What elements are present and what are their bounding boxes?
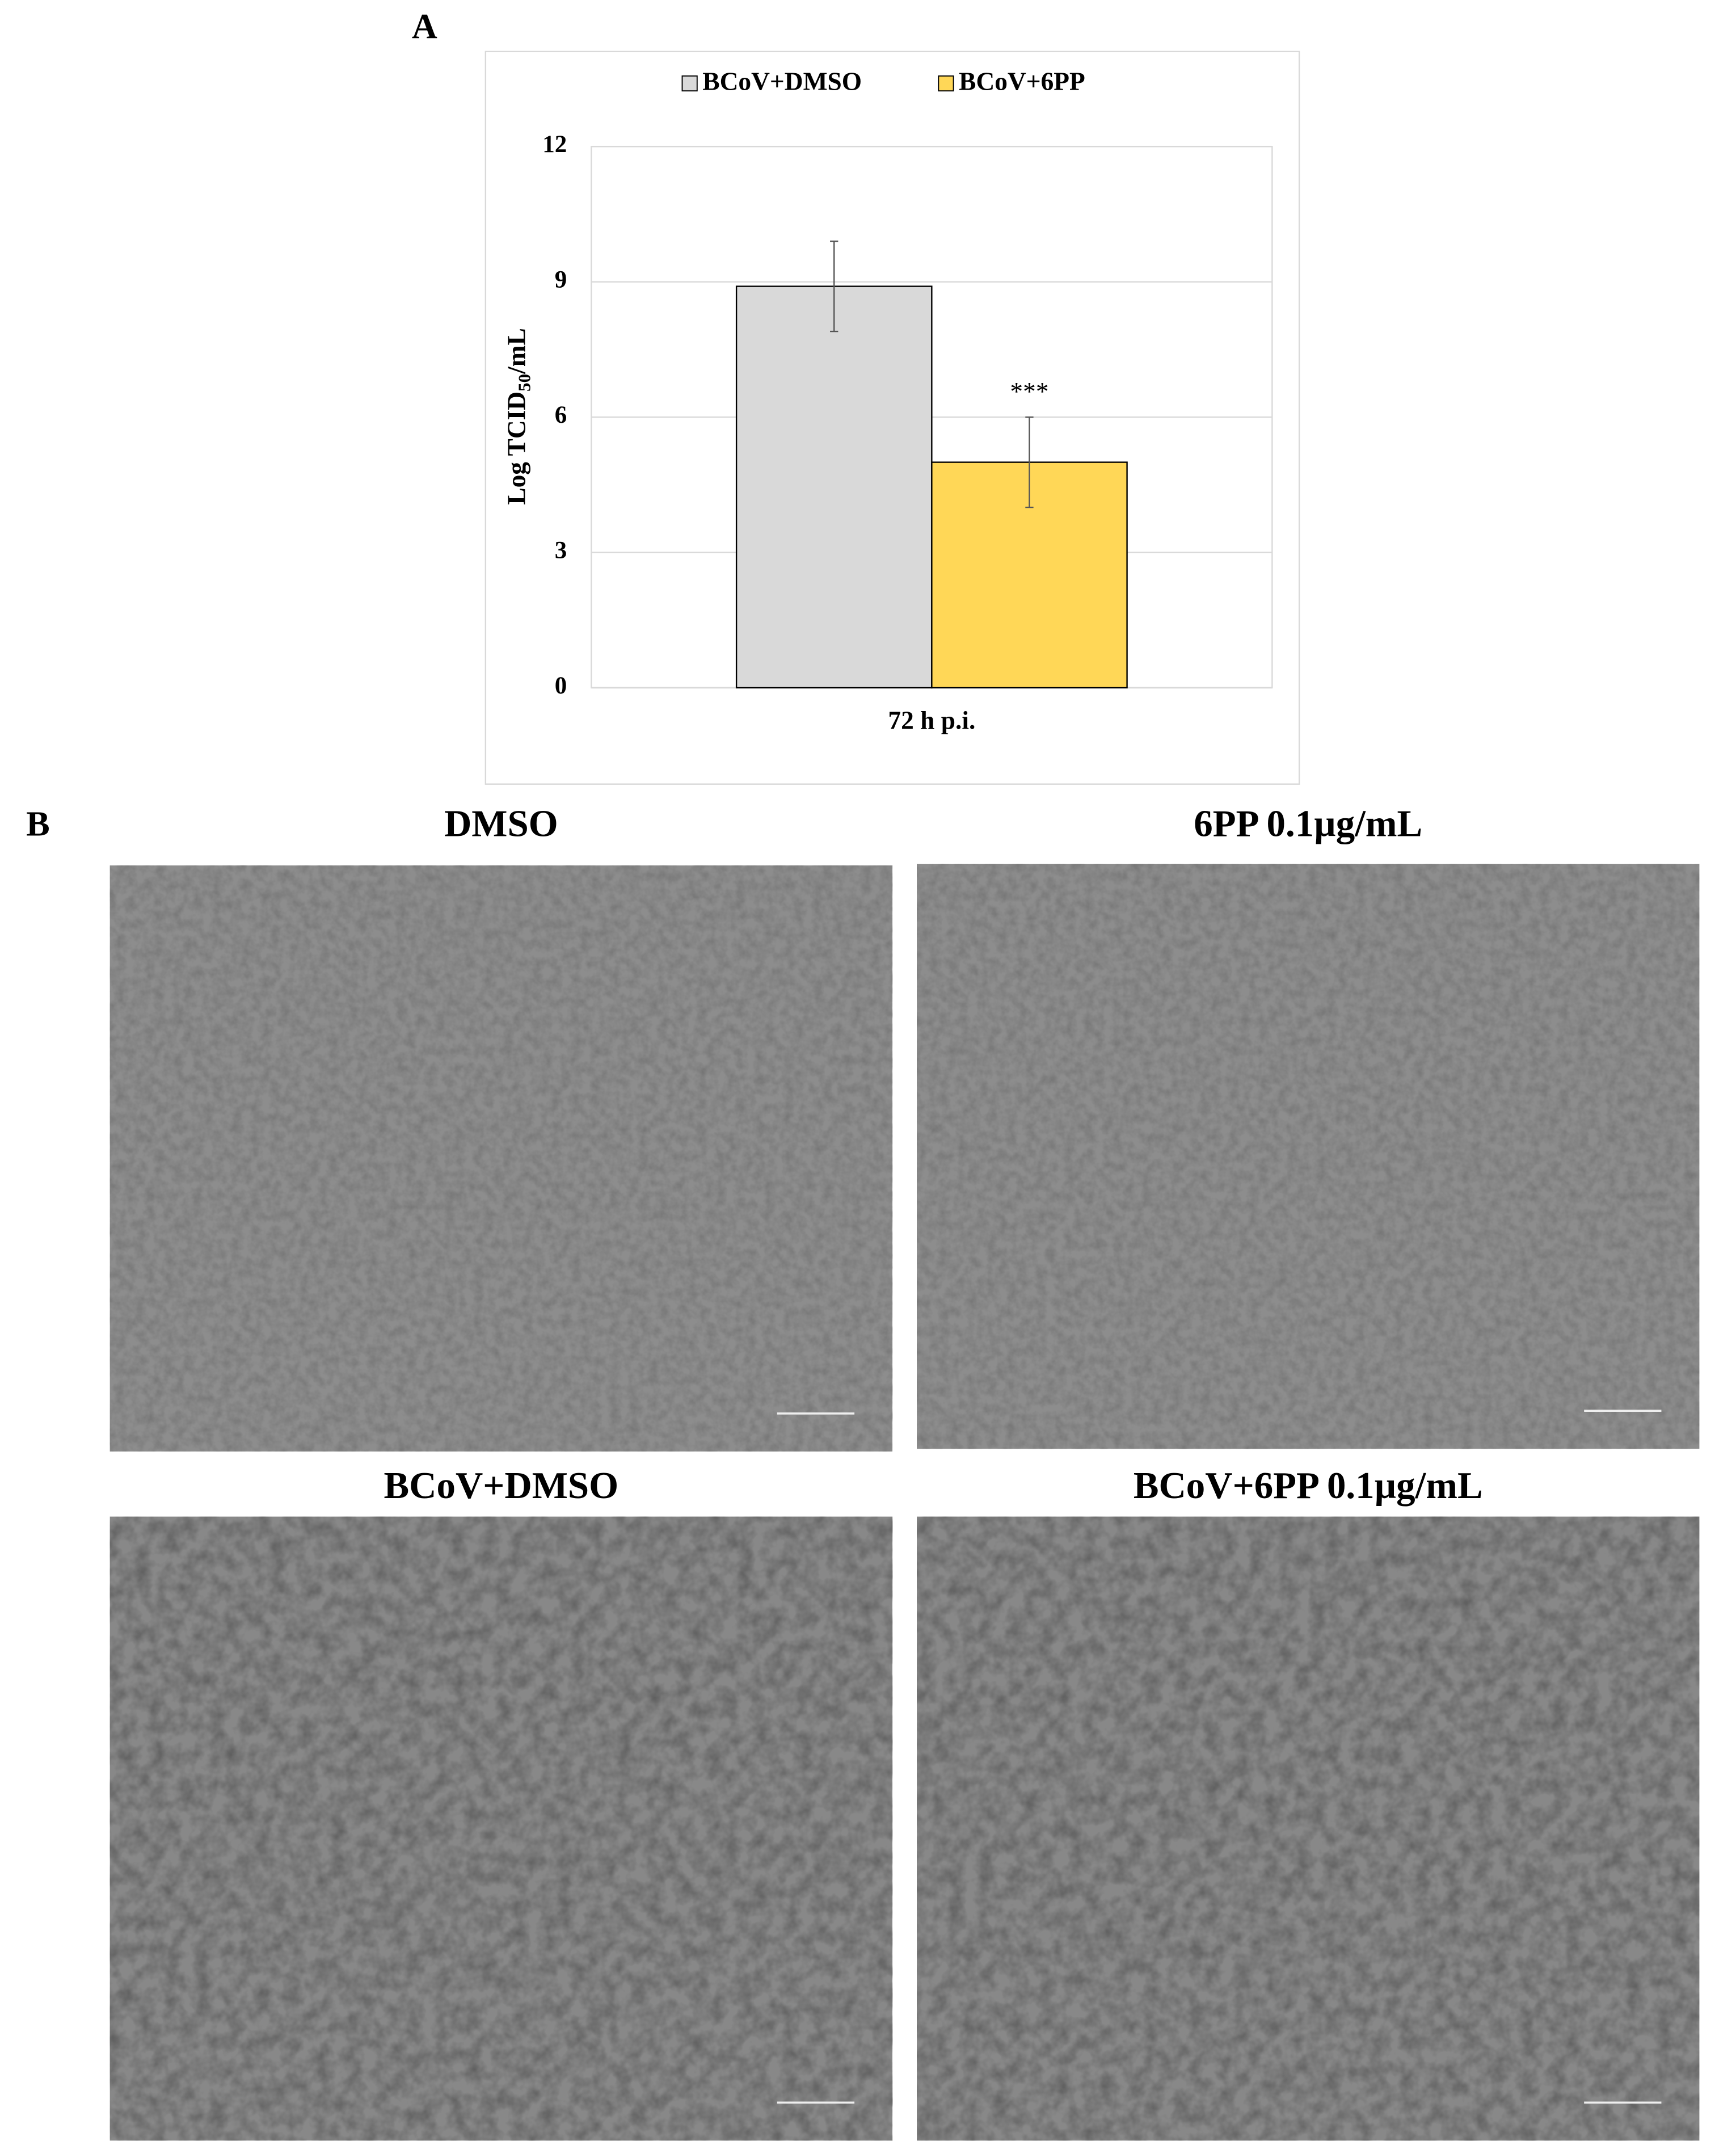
- y-axis-label: Log TCID50/mL: [503, 328, 534, 505]
- bar: [735, 285, 933, 689]
- error-bar: [1025, 416, 1034, 508]
- micrographs: DMSO 6PP 0.1µg/mL BCoV+DMSO BCoV+6PP 0.1µg/…: [109, 803, 1700, 2141]
- y-label-subscript: 50: [515, 374, 534, 392]
- image-title: DMSO: [444, 803, 558, 845]
- y-label-part: /mL: [503, 328, 531, 375]
- legend-swatch: [681, 75, 698, 92]
- y-tick-label: 12: [542, 131, 567, 158]
- micrograph-texture: [917, 1516, 1700, 2141]
- image-title: BCoV+DMSO: [384, 1465, 619, 1507]
- image-title: BCoV+6PP 0.1µg/mL: [1134, 1465, 1483, 1507]
- y-tick-label: 3: [555, 537, 567, 563]
- panel-label: B: [26, 805, 49, 843]
- micrograph-texture: [109, 1516, 893, 2141]
- y-tick-label: 0: [555, 672, 567, 699]
- y-tick-label: 6: [555, 402, 567, 428]
- y-label-part: Log TCID: [503, 392, 531, 505]
- legend-swatch: [938, 75, 954, 92]
- micrograph-texture: [109, 865, 893, 1452]
- error-bar: [830, 240, 838, 333]
- significance: ***: [1010, 377, 1048, 406]
- image-title: 6PP 0.1µg/mL: [1194, 803, 1422, 845]
- x-tick-label: 72 h p.i.: [888, 706, 975, 735]
- panel-label: A: [412, 7, 437, 46]
- legend-label: BCoV+DMSO: [702, 68, 862, 96]
- micrograph-texture: [917, 864, 1700, 1449]
- legend-label: BCoV+6PP: [959, 68, 1085, 96]
- y-tick-label: 9: [555, 267, 567, 293]
